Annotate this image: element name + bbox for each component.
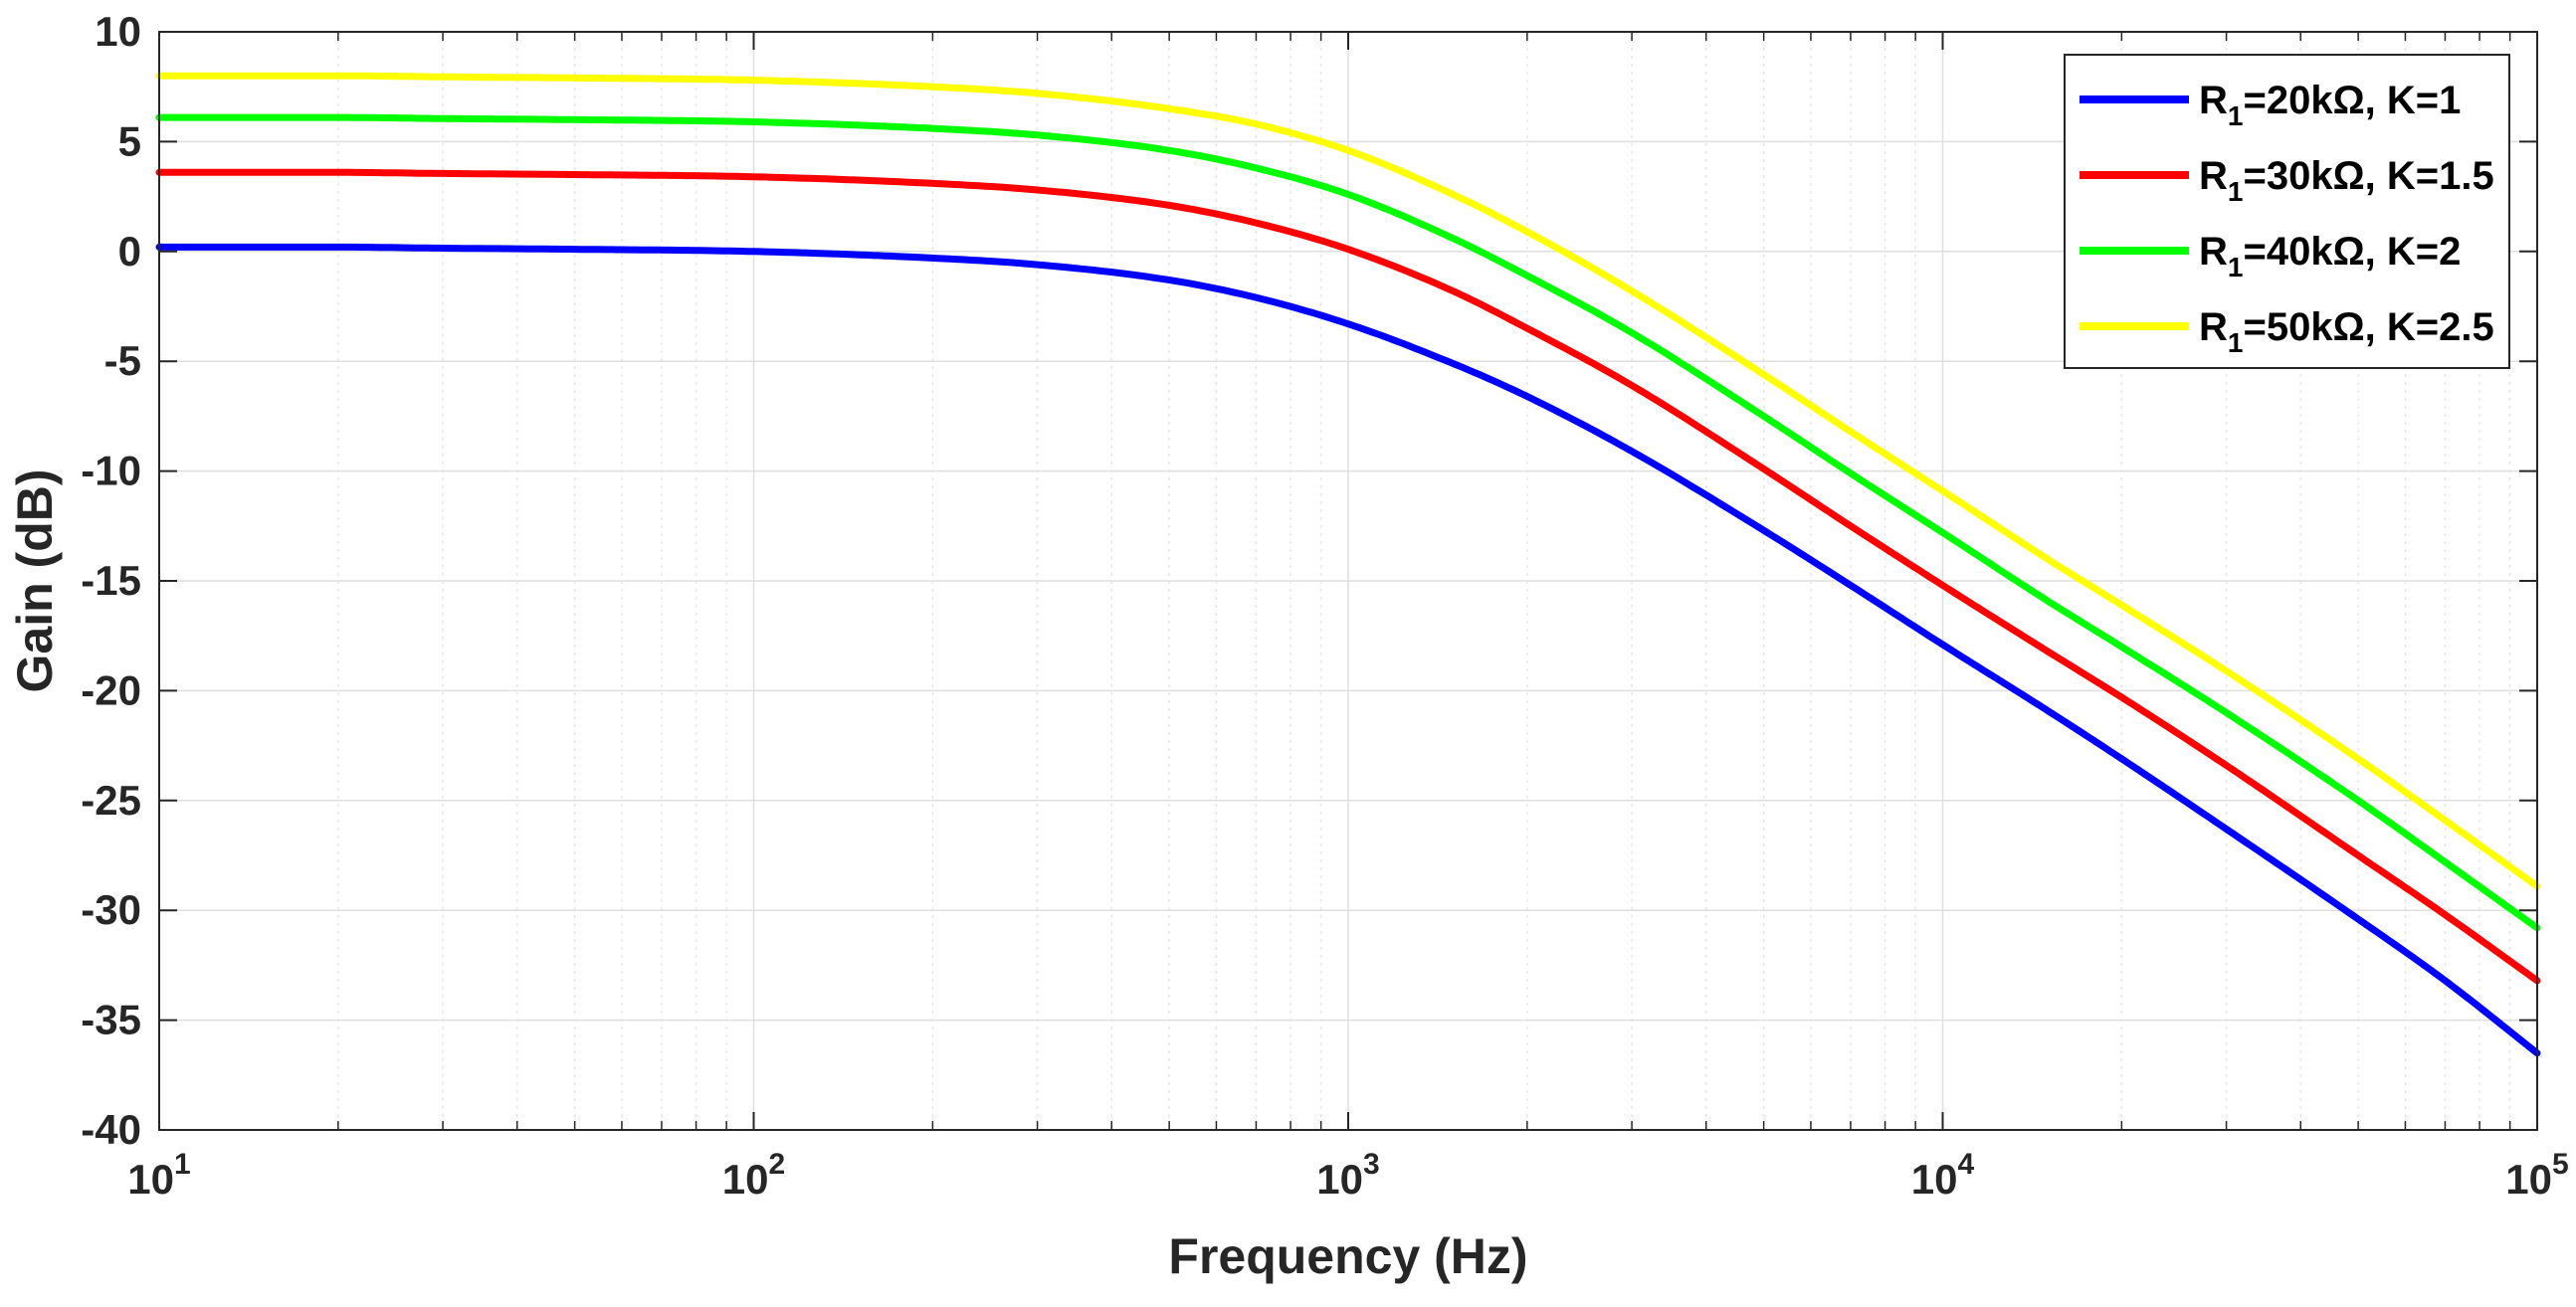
legend-label-prefix: R bbox=[2199, 230, 2228, 274]
x-tick-label: 101 bbox=[127, 1148, 190, 1203]
x-tick-exponent: 1 bbox=[174, 1148, 191, 1181]
y-tick-label: 5 bbox=[118, 117, 141, 164]
y-tick-label: 10 bbox=[95, 8, 141, 55]
x-tick-label: 105 bbox=[2505, 1148, 2568, 1203]
y-tick-label: -25 bbox=[81, 777, 141, 824]
x-tick-exponent: 2 bbox=[769, 1148, 786, 1181]
series-line-1 bbox=[155, 243, 2541, 1057]
series-lines bbox=[155, 72, 2541, 1057]
legend: R1=20kΩ, K=1R1=30kΩ, K=1.5R1=40kΩ, K=2R1… bbox=[2064, 54, 2510, 369]
y-tick-label: 0 bbox=[118, 228, 141, 275]
series-line-4 bbox=[155, 72, 2541, 890]
x-axis-label: Frequency (Hz) bbox=[1168, 1228, 1527, 1284]
y-tick-label: -35 bbox=[81, 997, 141, 1043]
legend-label-4: R1=50kΩ, K=2.5 bbox=[2199, 305, 2494, 358]
y-axis-label: Gain (dB) bbox=[7, 469, 63, 693]
y-tick-label: -20 bbox=[81, 666, 141, 713]
y-tick-label: -5 bbox=[104, 337, 141, 384]
series-line-2 bbox=[155, 168, 2541, 985]
x-tick-base: 10 bbox=[1911, 1156, 1958, 1203]
legend-label-subscript: 1 bbox=[2228, 252, 2244, 282]
x-tick-labels: 101 102 103 104 105 bbox=[127, 1148, 2568, 1203]
x-tick-base: 10 bbox=[2505, 1156, 2552, 1203]
y-tick-label: -40 bbox=[81, 1106, 141, 1153]
legend-box bbox=[2064, 54, 2510, 369]
legend-label-1: R1=20kΩ, K=1 bbox=[2199, 79, 2461, 131]
series-line-3 bbox=[155, 113, 2541, 932]
x-tick-exponent: 3 bbox=[1363, 1148, 1380, 1181]
legend-label-prefix: R bbox=[2199, 305, 2228, 349]
y-tick-label: -30 bbox=[81, 886, 141, 933]
legend-label-suffix: =30kΩ, K=1.5 bbox=[2243, 154, 2493, 198]
legend-label-2: R1=30kΩ, K=1.5 bbox=[2199, 154, 2494, 207]
legend-label-3: R1=40kΩ, K=2 bbox=[2199, 230, 2461, 282]
axis-ticks bbox=[158, 31, 2538, 1131]
x-tick-base: 10 bbox=[722, 1156, 769, 1203]
x-tick-exponent: 4 bbox=[1958, 1148, 1975, 1181]
legend-label-prefix: R bbox=[2199, 154, 2228, 198]
legend-label-suffix: =50kΩ, K=2.5 bbox=[2243, 305, 2493, 349]
legend-label-suffix: =40kΩ, K=2 bbox=[2243, 230, 2461, 274]
y-tick-label: -10 bbox=[81, 448, 141, 494]
y-tick-label: -15 bbox=[81, 557, 141, 604]
y-tick-labels: 10 5 0 -5 -10 -15 -20 -25 -30 -35 -40 bbox=[81, 8, 141, 1153]
legend-label-subscript: 1 bbox=[2228, 327, 2244, 358]
legend-label-suffix: =20kΩ, K=1 bbox=[2243, 79, 2461, 122]
x-tick-label: 102 bbox=[722, 1148, 785, 1203]
legend-label-prefix: R bbox=[2199, 79, 2228, 122]
x-tick-exponent: 5 bbox=[2552, 1148, 2569, 1181]
x-tick-base: 10 bbox=[127, 1156, 174, 1203]
legend-label-subscript: 1 bbox=[2228, 176, 2244, 207]
legend-label-subscript: 1 bbox=[2228, 100, 2244, 131]
x-tick-label: 103 bbox=[1316, 1148, 1379, 1203]
x-tick-label: 104 bbox=[1911, 1148, 1975, 1203]
x-tick-base: 10 bbox=[1316, 1156, 1363, 1203]
